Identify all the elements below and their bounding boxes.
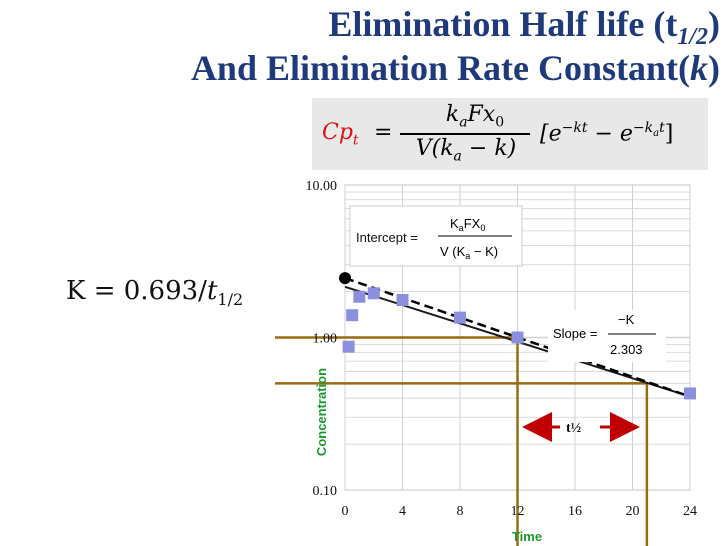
x-axis-label: Time <box>512 529 542 544</box>
slope-numerator: −K <box>618 312 635 327</box>
intercept-label: Intercept = <box>356 230 418 245</box>
data-point <box>367 287 380 300</box>
title-line-2: And Elimination Rate Constant(k) <box>190 48 720 88</box>
equation-numerator: kaFx0 <box>445 102 505 131</box>
data-point <box>342 340 355 353</box>
y-axis-label: Concentration <box>314 368 329 456</box>
x-tick-label: 12 <box>511 504 525 519</box>
data-point <box>346 309 359 322</box>
x-tick-label: 0 <box>342 504 349 519</box>
data-point <box>511 331 524 344</box>
data-point <box>396 294 409 307</box>
slope-denominator: 2.303 <box>610 342 643 357</box>
x-tick-label: 8 <box>457 504 464 519</box>
y-tick-label: 0.10 <box>313 484 338 499</box>
intercept-annotation: Intercept = KaFX0 V (Ka − K) <box>349 205 523 267</box>
exponential-term: [e−kt − e−kat] <box>540 120 674 147</box>
x-tick-label: 20 <box>626 504 640 519</box>
title-line-1: Elimination Half life (t1/2) <box>328 4 720 51</box>
intercept-point <box>339 272 351 285</box>
equation-denominator: V(ka − k) <box>415 136 517 165</box>
x-tick-label: 4 <box>399 504 406 519</box>
slope-annotation: Slope = −K 2.303 <box>548 310 666 362</box>
fraction-bar <box>400 133 530 135</box>
equals-sign: = <box>374 120 393 145</box>
y-tick-label: 10.00 <box>306 179 338 194</box>
x-tick-label: 24 <box>683 504 697 519</box>
half-life-arrows: t½ <box>522 412 640 442</box>
half-life-label: t½ <box>566 421 581 436</box>
rate-constant-formula: K = 0.693/t1/2 <box>66 276 244 310</box>
equation-box: Cpt = kaFx0 V(ka − k) [e−kt − e−kat] <box>312 98 708 170</box>
y-tick-label: 1.00 <box>313 332 338 347</box>
data-point <box>454 311 466 324</box>
intercept-numerator: KaFX0 <box>450 216 485 233</box>
concentration-equation: Cpt = kaFx0 V(ka − k) [e−kt − e−kat] <box>312 98 708 170</box>
data-point <box>353 290 366 303</box>
equation-lhs: Cpt <box>322 120 359 149</box>
intercept-denominator: V (Ka − K) <box>440 244 498 261</box>
slope-label: Slope = <box>553 326 597 341</box>
x-tick-label: 16 <box>568 504 582 519</box>
data-point <box>684 387 696 400</box>
